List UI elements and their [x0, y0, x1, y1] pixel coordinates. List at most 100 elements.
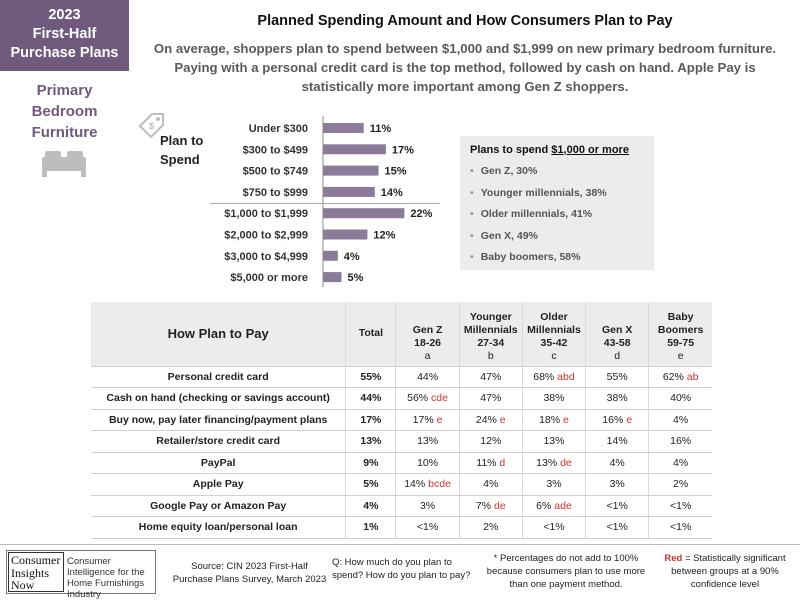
callout-item: Gen X, 49% — [470, 226, 644, 248]
cell-value: 4% — [673, 413, 689, 426]
row-total: 5% — [345, 473, 397, 496]
cell-value: 3% — [546, 478, 562, 491]
header-total: Total — [345, 302, 397, 367]
cell-value: 4% — [609, 456, 625, 469]
bar — [323, 208, 405, 219]
bar-category-label: $2,000 to $2,999 — [224, 230, 308, 242]
row-label: Google Pay or Amazon Pay — [91, 495, 347, 517]
header-line: Millennials — [463, 323, 518, 336]
table-cell: 16% — [648, 430, 712, 453]
significance-marker: e — [433, 413, 443, 426]
bar-value-label: 14% — [381, 187, 403, 199]
bar-value-label: 17% — [392, 144, 414, 156]
cell-value: 38% — [543, 392, 565, 405]
cell-value: 11% — [476, 456, 497, 469]
bar-category-label: $5,000 or more — [230, 272, 308, 284]
callout-title-prefix: Plans to spend — [470, 144, 552, 156]
table-cell: 4% — [648, 452, 712, 474]
bar — [323, 165, 379, 176]
table-cell: <1% — [648, 495, 712, 517]
table-cell: <1% — [585, 495, 650, 517]
bar-value-label: 11% — [370, 123, 392, 135]
category-line1: Primary — [36, 82, 93, 99]
table-cell: 13% — [522, 430, 587, 453]
table-cell: 4% — [648, 409, 712, 431]
cell-value: 68% — [533, 370, 555, 383]
header-line: Gen X — [602, 323, 633, 336]
bar — [323, 144, 386, 155]
table-cell: <1% — [522, 516, 587, 539]
logo-description: Consumer Intelligence for the Home Furni… — [67, 556, 145, 600]
badge-line2: First-Half — [32, 26, 97, 42]
table-cell: 2% — [648, 473, 712, 496]
price-tag-icon: $ — [138, 113, 164, 139]
header-line: 18-26 — [414, 336, 441, 349]
table-cell: <1% — [395, 516, 460, 539]
significance-marker: e — [560, 413, 569, 426]
plan-to-spend-label: Plan to Spend — [160, 131, 220, 169]
header-group-letter: c — [551, 349, 557, 362]
table-cell: 16% e — [585, 409, 650, 431]
table-cell: 4% — [459, 473, 523, 496]
header-how-plan-to-pay: How Plan to Pay — [91, 302, 347, 367]
table-cell: 18% e — [522, 409, 587, 431]
bar — [323, 186, 375, 197]
cell-value: 2% — [483, 521, 499, 534]
logo-line1: Consumer — [11, 553, 61, 567]
question-note: Q: How much do you plan to spend? How do… — [332, 557, 471, 581]
significance-marker: e — [496, 413, 506, 426]
table-cell: 38% — [585, 387, 650, 410]
page-subtitle: On average, shoppers plan to spend betwe… — [153, 41, 777, 94]
bar-value-label: 22% — [410, 208, 432, 220]
percent-note: * Percentages do not add to 100% because… — [486, 553, 646, 590]
row-total: 9% — [345, 452, 397, 474]
header-generation: Baby Boomers 59-75 e — [648, 302, 712, 367]
callout-item: Older millennials, 41% — [470, 204, 644, 226]
plan-label-line1: Plan to — [160, 133, 204, 148]
header-line: Older — [540, 310, 568, 323]
row-total: 55% — [345, 366, 397, 388]
table-cell: 14% — [585, 430, 650, 453]
table-cell: 47% — [459, 366, 523, 388]
significance-marker: cde — [428, 392, 448, 405]
footer-divider — [0, 544, 800, 545]
header-line: 59-75 — [667, 336, 695, 349]
row-label: Buy now, pay later financing/payment pla… — [91, 409, 347, 431]
bar — [323, 250, 338, 261]
bar-category-label: $500 to $749 — [243, 166, 308, 178]
row-total: 17% — [345, 409, 397, 431]
bar-value-label: 5% — [348, 272, 364, 284]
cell-value: 16% — [602, 413, 624, 426]
row-total: 1% — [345, 516, 397, 539]
table-cell: 24% e — [459, 409, 523, 431]
cell-value: 24% — [475, 413, 497, 426]
cell-value: <1% — [669, 499, 692, 512]
significance-marker: de — [491, 499, 506, 512]
callout-item: Baby boomers, 58% — [470, 247, 644, 269]
spending-bar-chart: Under $300 11% $300 to $499 17% $500 to $749… — [210, 116, 440, 288]
callout-item: Gen Z, 30% — [470, 161, 644, 183]
cell-value: 47% — [480, 392, 502, 405]
table-row: Buy now, pay later financing/payment pla… — [91, 409, 712, 431]
header-group-letter: a — [424, 349, 431, 362]
bar — [323, 272, 342, 283]
brand-logo: Consumer Insights Now — [8, 552, 64, 592]
header-line: 43-58 — [603, 336, 631, 349]
badge-year: 2023 — [48, 7, 81, 23]
significance-marker: bcde — [425, 478, 451, 491]
plan-label-line2: Spend — [160, 152, 200, 167]
header-group-letter: b — [487, 349, 494, 362]
row-total: 4% — [345, 495, 397, 517]
significance-marker: de — [557, 456, 572, 469]
callout-title: Plans to spend $1,000 or more — [470, 144, 644, 156]
svg-text:$: $ — [149, 121, 154, 131]
header-group-letter: d — [614, 349, 621, 362]
row-total: 44% — [345, 387, 397, 410]
cell-value: 38% — [606, 392, 628, 405]
legend-text: = Statistically significant between grou… — [671, 553, 786, 590]
row-label: Cash on hand (checking or savings accoun… — [91, 387, 347, 410]
callout-list: Gen Z, 30%Younger millennials, 38%Older … — [470, 161, 644, 269]
significance-marker: ade — [551, 499, 572, 512]
table-cell: <1% — [648, 516, 712, 539]
category-label: Primary Bedroom Furniture — [0, 80, 129, 143]
